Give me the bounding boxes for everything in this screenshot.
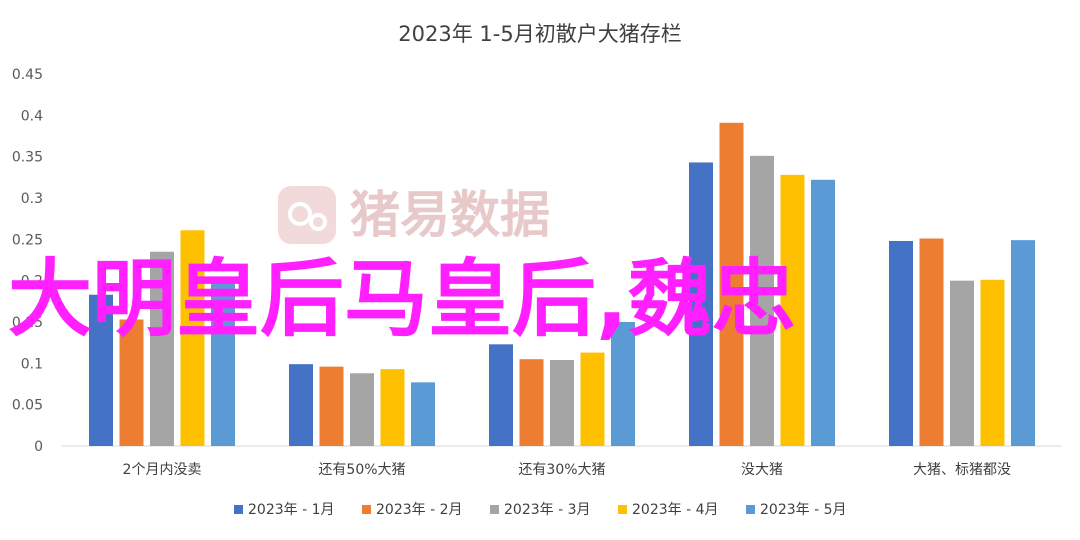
- watermark: 猪易数据: [278, 186, 550, 244]
- watermark-logo-icon: [278, 186, 336, 244]
- y-tick-label: 0.15: [12, 315, 43, 331]
- bar: [719, 122, 744, 447]
- bar: [489, 344, 513, 446]
- bar: [580, 352, 605, 446]
- y-axis: 0 0.05 0.1 0.15 0.2 0.25 0.3 0.35 0.4 0.45: [12, 67, 43, 455]
- bar: [519, 359, 544, 446]
- x-tick-label: 大猪、标猪都没: [913, 462, 1011, 478]
- bar: [750, 155, 774, 446]
- y-tick-label: 0.2: [21, 274, 43, 290]
- y-tick-label: 0.25: [12, 232, 43, 248]
- y-tick-label: 0.35: [12, 150, 43, 166]
- legend-swatch: [618, 505, 627, 514]
- legend: 2023年 - 1月 2023年 - 2月 2023年 - 3月 2023年 - 4月…: [234, 502, 847, 518]
- bar: [889, 240, 913, 446]
- overlay-text: 大明皇后马皇后,魏忠: [8, 250, 796, 348]
- legend-swatch: [362, 505, 371, 514]
- bar: [411, 382, 435, 446]
- y-tick-label: 0: [34, 439, 43, 455]
- y-tick-label: 0.4: [21, 108, 43, 124]
- bar: [611, 322, 635, 446]
- y-tick-label: 0.1: [21, 356, 43, 372]
- bar: [919, 238, 944, 446]
- bar: [119, 319, 144, 446]
- bar: [150, 251, 174, 446]
- chart-title: 2023年 1-5月初散户大猪存栏: [398, 22, 681, 46]
- legend-label: 2023年 - 1月: [248, 502, 335, 518]
- bar: [980, 279, 1005, 446]
- bar: [1011, 240, 1035, 446]
- bar: [319, 366, 344, 446]
- legend-label: 2023年 - 4月: [632, 502, 719, 518]
- category-labels: 2个月内没卖 还有50%大猪 还有30%大猪 没大猪 大猪、标猪都没: [123, 462, 1011, 478]
- y-tick-label: 0.05: [12, 398, 43, 414]
- bar: [689, 162, 713, 446]
- legend-swatch: [746, 505, 755, 514]
- bar: [550, 360, 574, 446]
- x-tick-label: 2个月内没卖: [123, 462, 202, 478]
- bar: [950, 280, 974, 446]
- legend-label: 2023年 - 2月: [376, 502, 463, 518]
- legend-swatch: [490, 505, 499, 514]
- bar: [780, 174, 805, 446]
- bar: [350, 373, 374, 446]
- x-tick-label: 没大猪: [741, 462, 783, 478]
- bar: [289, 364, 313, 446]
- legend-swatch: [234, 505, 243, 514]
- y-tick-label: 0.45: [12, 67, 43, 83]
- x-tick-label: 还有30%大猪: [518, 462, 605, 478]
- bar: [380, 369, 405, 446]
- bar: [180, 230, 205, 446]
- legend-label: 2023年 - 5月: [760, 502, 847, 518]
- bar: [811, 179, 835, 446]
- legend-label: 2023年 - 3月: [504, 502, 591, 518]
- bar: [89, 294, 113, 446]
- bars-layer: [89, 122, 1035, 447]
- watermark-text: 猪易数据: [350, 186, 550, 244]
- y-tick-label: 0.3: [21, 191, 43, 207]
- x-tick-label: 还有50%大猪: [318, 462, 405, 478]
- bar: [211, 276, 235, 446]
